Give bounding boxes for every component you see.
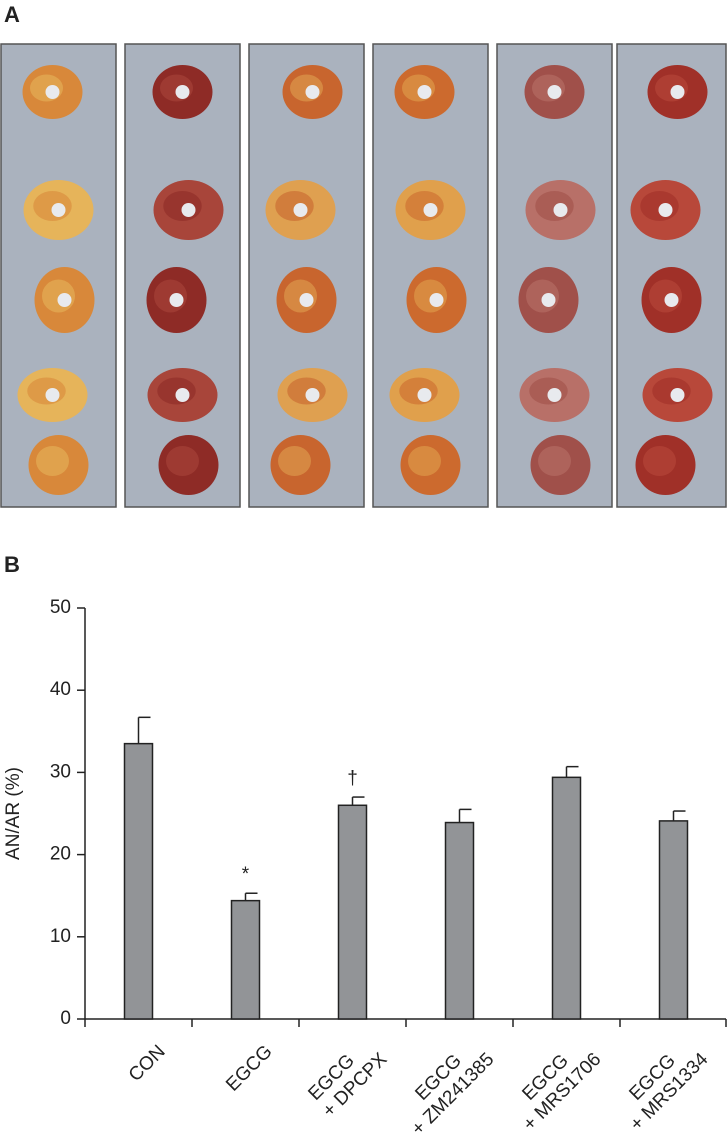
slice-lumen	[299, 293, 314, 307]
slice-lumen	[541, 293, 556, 307]
x-tick-label: EGCG+ DPCPX	[303, 1033, 392, 1122]
slice-lumen	[45, 388, 60, 402]
slice-highlight	[163, 191, 202, 221]
x-tick-label: EGCG+ MRS1334	[611, 1033, 713, 1135]
bar	[337, 804, 368, 1020]
slice-highlight	[538, 446, 571, 476]
slice-highlight	[287, 377, 326, 405]
bar	[658, 820, 689, 1020]
slice-lumen	[547, 388, 562, 402]
slice-lumen	[553, 203, 568, 217]
slice-lumen	[417, 85, 432, 99]
slice-highlight	[33, 191, 72, 221]
slice-lumen	[429, 293, 444, 307]
slice-lumen	[305, 388, 320, 402]
slice-lumen	[423, 203, 438, 217]
x-tick-label-line: CON	[125, 1041, 170, 1086]
x-tick-label-line: EGCG	[222, 1041, 276, 1095]
slice-lumen	[293, 203, 308, 217]
slice-lumen	[175, 85, 190, 99]
y-axis-label: AN/AR (%)	[3, 767, 24, 860]
panel-label: B	[4, 552, 20, 577]
slice-lumen	[57, 293, 72, 307]
slice-lumen	[305, 85, 320, 99]
annotation: †	[347, 768, 358, 789]
slice-highlight	[278, 446, 311, 476]
slice-highlight	[275, 191, 314, 221]
x-tick-label: CON	[125, 1041, 170, 1086]
slice-highlight	[408, 446, 441, 476]
slice-lumen	[664, 293, 679, 307]
slice-highlight	[535, 191, 574, 221]
y-tick-label: 10	[50, 926, 71, 947]
slice-highlight	[36, 446, 69, 476]
slice-highlight	[166, 446, 199, 476]
slice-highlight	[27, 377, 66, 405]
slice-lumen	[658, 203, 673, 217]
panel-label: A	[4, 2, 20, 27]
bar	[230, 899, 261, 1020]
y-tick-label: 30	[50, 761, 71, 782]
slice-highlight	[529, 377, 568, 405]
slice-highlight	[399, 377, 438, 405]
y-tick-label: 0	[60, 1008, 71, 1029]
bar	[551, 776, 582, 1020]
slice-lumen	[45, 85, 60, 99]
annotation: *	[242, 864, 250, 885]
x-tick-label: EGCG+ ZM241385	[392, 1033, 498, 1139]
bar	[123, 742, 154, 1020]
photo-panel	[0, 43, 727, 508]
bar	[444, 821, 475, 1020]
slice-highlight	[652, 377, 691, 405]
slice-lumen	[51, 203, 66, 217]
y-tick-label: 20	[50, 844, 71, 865]
y-tick-label: 50	[50, 597, 71, 618]
x-tick-label: EGCG+ MRS1706	[504, 1033, 606, 1135]
slice-highlight	[405, 191, 444, 221]
slice-highlight	[157, 377, 196, 405]
slice-lumen	[169, 293, 184, 307]
slice-highlight	[643, 446, 676, 476]
slice-lumen	[670, 388, 685, 402]
slice-lumen	[417, 388, 432, 402]
slice-highlight	[640, 191, 679, 221]
slice-lumen	[175, 388, 190, 402]
slice-lumen	[547, 85, 562, 99]
x-tick-label: EGCG	[222, 1041, 276, 1095]
y-tick-label: 40	[50, 679, 71, 700]
slice-lumen	[670, 85, 685, 99]
slice-lumen	[181, 203, 196, 217]
